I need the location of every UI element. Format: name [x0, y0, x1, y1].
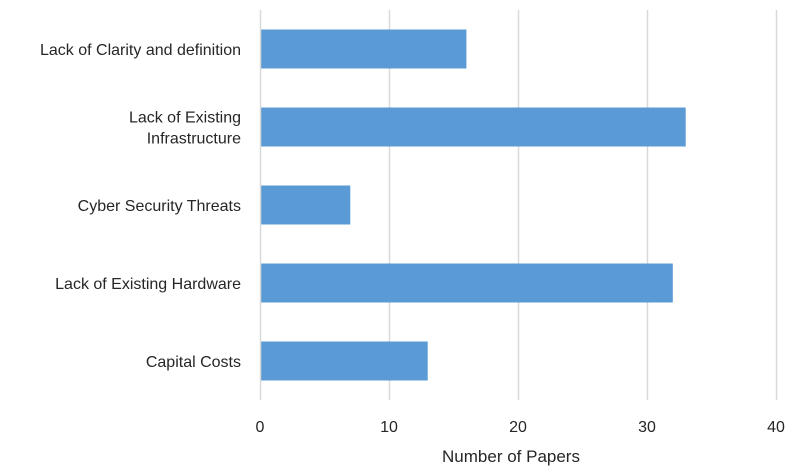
category-label-1: Lack of Existing Infrastructure [129, 110, 241, 148]
category-label-line: Capital Costs [146, 354, 241, 371]
category-label-line: Lack of Clarity and definition [40, 42, 241, 59]
x-tick-label-20: 20 [509, 419, 527, 436]
x-tick-label-40: 40 [767, 419, 785, 436]
category-label-2: Cyber Security Threats [78, 198, 241, 215]
x-tick-label-30: 30 [638, 419, 656, 436]
x-tick-label-10: 10 [380, 419, 398, 436]
category-label-line: Infrastructure [147, 131, 241, 148]
bar-4 [260, 341, 428, 381]
category-label-3: Lack of Existing Hardware [55, 276, 241, 293]
x-tick-labels: 0 10 20 30 40 [256, 419, 785, 436]
bars [260, 29, 686, 381]
gridlines [388, 10, 778, 400]
category-label-0: Lack of Clarity and definition [40, 42, 241, 59]
bar-2 [260, 185, 351, 225]
bar-3 [260, 263, 673, 303]
category-label-line: Lack of Existing [129, 110, 241, 127]
category-label-line: Cyber Security Threats [78, 198, 241, 215]
category-label-line: Lack of Existing Hardware [55, 276, 241, 293]
category-label-4: Capital Costs [146, 354, 241, 371]
category-labels: Lack of Clarity and definition Lack of Ex… [40, 42, 241, 371]
x-tick-label-0: 0 [256, 419, 265, 436]
bar-1 [260, 107, 686, 147]
x-axis-title: Number of Papers [442, 447, 580, 466]
bar-0 [260, 29, 467, 69]
